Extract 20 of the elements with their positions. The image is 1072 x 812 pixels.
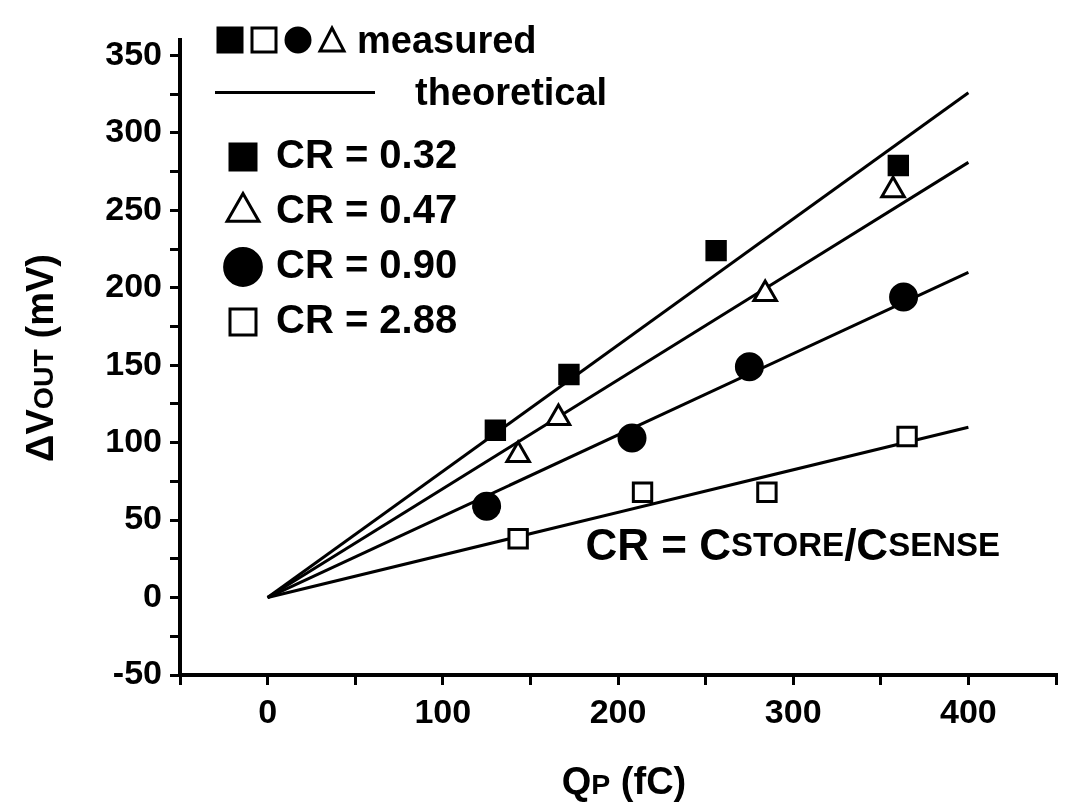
y-tick-label: 150: [105, 343, 162, 382]
x-tick-label: 300: [764, 691, 822, 730]
annotation: measured: [357, 18, 537, 63]
y-tick-label: 300: [105, 111, 162, 150]
legend-label: CR = 0.90: [276, 242, 458, 287]
legend-label: CR = 0.47: [276, 187, 458, 232]
y-tick-label: 0: [143, 575, 162, 614]
y-tick-label: 200: [105, 266, 162, 305]
y-tick-label: 100: [105, 421, 162, 460]
annotation: theoretical: [415, 70, 608, 115]
x-tick-label: 0: [258, 691, 278, 730]
y-tick-label: 250: [105, 188, 162, 227]
y-tick-label: -50: [112, 653, 162, 692]
legend-label: CR = 0.32: [276, 132, 458, 177]
y-tick-label: 50: [124, 498, 162, 537]
x-tick-label: 200: [589, 691, 647, 730]
x-tick-label: 400: [940, 691, 997, 730]
y-tick-label: 350: [105, 33, 162, 72]
x-tick-label: 100: [414, 691, 472, 730]
legend-label: CR = 2.88: [276, 297, 458, 342]
